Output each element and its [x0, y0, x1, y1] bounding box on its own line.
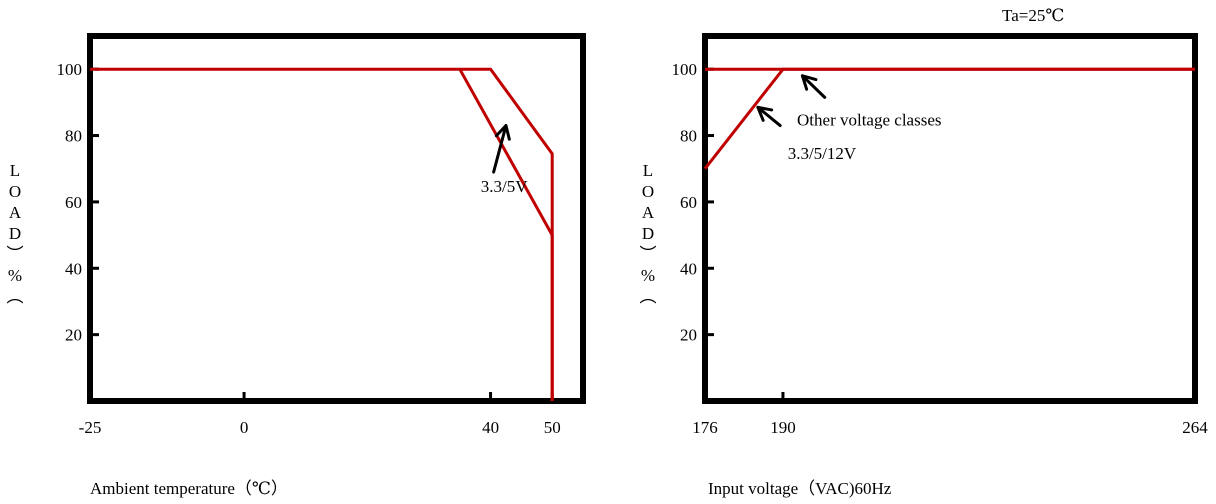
y-axis-label-char: D: [642, 224, 654, 243]
y-axis-label-char: ︶: [640, 245, 657, 264]
annotation-arrowhead: [494, 124, 511, 141]
y-tick-label: 80: [680, 127, 697, 146]
y-axis-label-char: D: [9, 224, 21, 243]
y-axis-label-char: %: [641, 266, 655, 285]
annotation-label: 3.3/5/12V: [788, 144, 857, 163]
y-tick-label: 80: [65, 127, 82, 146]
y-tick-label: 40: [65, 259, 82, 278]
input-voltage-derating-chart: 20 40 60 80 100 176 190 264 Other voltage class…: [640, 6, 1209, 498]
y-axis-label-char: A: [642, 203, 655, 222]
y-axis-label-char: L: [10, 161, 20, 180]
y-axis-label-char: %: [8, 266, 22, 285]
x-tick-label: 50: [544, 418, 561, 437]
y-axis-label-char: ︵: [7, 287, 24, 306]
x-tick-label: 190: [770, 418, 796, 437]
y-tick-label: 60: [65, 193, 82, 212]
y-tick-label: 40: [680, 259, 697, 278]
x-tick-label: 0: [240, 418, 249, 437]
y-axis-label-char: O: [642, 182, 654, 201]
series-line-2: [703, 67, 1195, 170]
x-tick-label: 264: [1182, 418, 1208, 437]
y-axis-label-char: O: [9, 182, 21, 201]
series-line-2: [458, 68, 554, 401]
y-tick-label: 100: [57, 60, 83, 79]
y-axis-label-char: L: [643, 161, 653, 180]
chart-frame: [702, 33, 1198, 404]
y-tick-label: 20: [680, 326, 697, 345]
annotation-label: 3.3/5V: [481, 177, 528, 196]
y-tick-label: 20: [65, 326, 82, 345]
y-axis-label-char: ︶: [7, 245, 24, 264]
y-tick-label: 60: [680, 193, 697, 212]
x-tick-label: -25: [79, 418, 102, 437]
y-axis-label-char: A: [9, 203, 22, 222]
x-tick-label: 40: [482, 418, 499, 437]
series-line-1: [90, 67, 554, 401]
annotation-arrow: [800, 74, 827, 99]
condition-label: Ta=25℃: [1002, 6, 1064, 25]
annotation-arrowhead: [800, 74, 818, 91]
annotation-label: Other voltage classes: [797, 111, 941, 130]
annotation-arrowhead: [756, 105, 774, 122]
x-axis-label: Input voltage（VAC)60Hz: [708, 479, 892, 498]
annotation-arrow: [756, 105, 782, 128]
y-axis-label-char: ︵: [640, 287, 657, 306]
y-tick-label: 100: [672, 60, 698, 79]
x-axis-label: Ambient temperature（℃）: [90, 479, 288, 498]
x-tick-label: 176: [692, 418, 718, 437]
annotation-arrow: [492, 124, 508, 174]
chart-frame: [87, 33, 586, 404]
